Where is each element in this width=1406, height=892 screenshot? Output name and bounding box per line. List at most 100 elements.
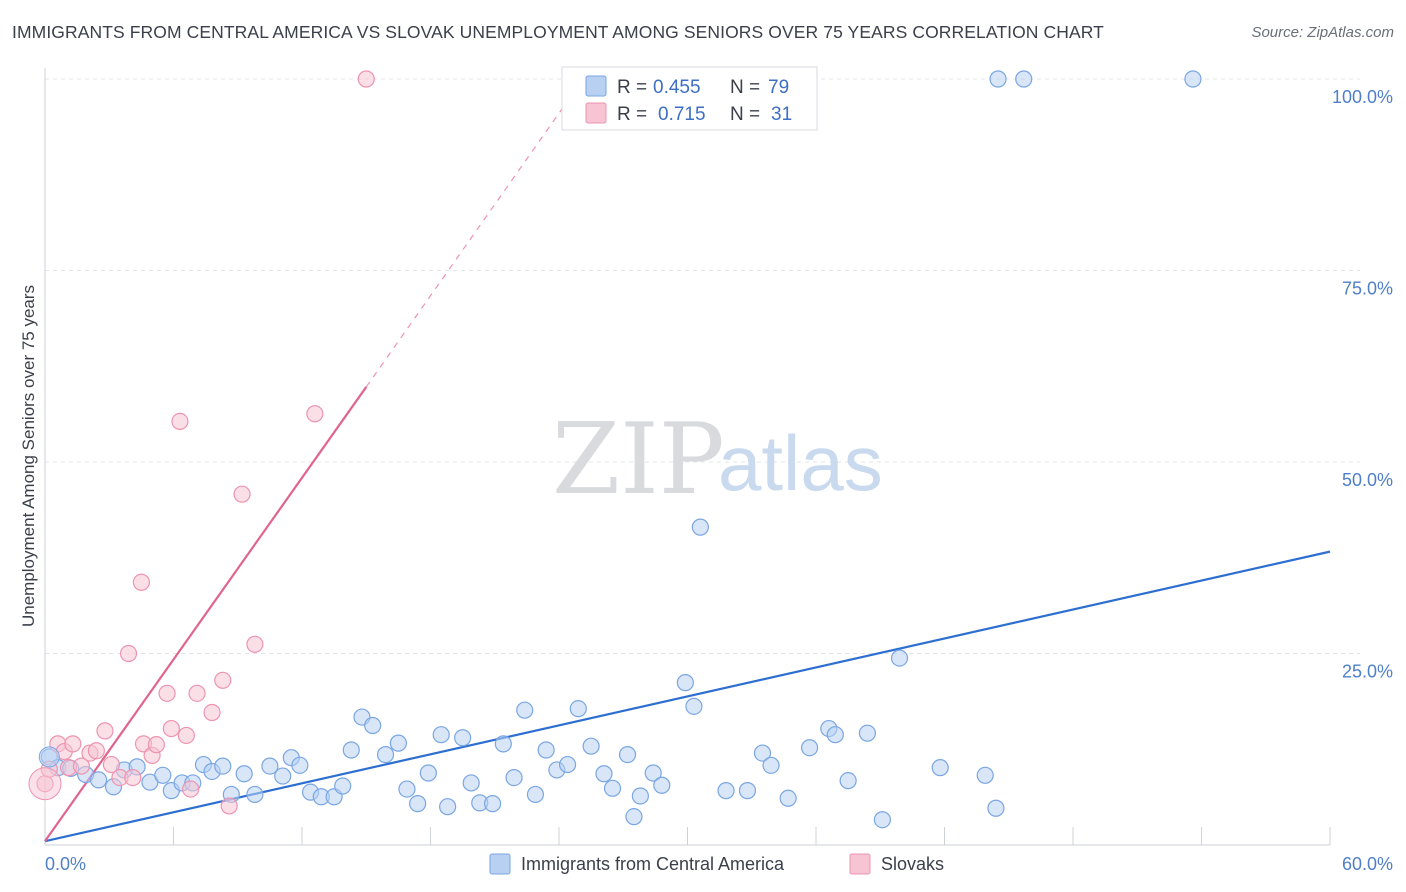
legend-r-label-pink: R = [617, 104, 647, 125]
point-blue [603, 779, 622, 797]
point-pink [188, 684, 206, 702]
point-pink [177, 726, 195, 745]
point-blue [516, 701, 534, 719]
point-pink [182, 780, 200, 798]
y-axis-label: Unemployment Among Seniors over 75 years [19, 285, 38, 627]
point-blue [214, 757, 232, 775]
point-blue [389, 734, 407, 752]
point-pink [357, 70, 375, 88]
point-blue [826, 726, 844, 744]
point-blue [738, 782, 757, 800]
point-blue [409, 795, 427, 813]
point-blue [839, 772, 857, 790]
point-blue [779, 789, 797, 807]
point-blue [569, 700, 587, 718]
point-pink [158, 684, 176, 702]
point-blue [334, 777, 352, 795]
y-tick-label: 75.0% [1342, 279, 1393, 299]
point-blue [595, 765, 613, 783]
legend-swatch-blue [585, 75, 607, 97]
point-blue [376, 746, 395, 764]
point-pink [102, 755, 120, 774]
point-blue [154, 766, 172, 784]
y-tick-label: 100.0% [1332, 87, 1393, 107]
legend-bottom-label-pink: Slovaks [881, 854, 944, 874]
point-blue [1184, 70, 1202, 88]
watermark: ZIP atlas [552, 403, 883, 517]
point-blue [291, 756, 309, 774]
point-blue [454, 729, 472, 747]
point-blue [644, 764, 662, 782]
point-blue [625, 808, 643, 826]
point-blue [462, 774, 480, 792]
point-blue [398, 780, 416, 798]
point-blue [858, 724, 877, 742]
point-blue [526, 785, 545, 804]
point-blue [753, 744, 772, 762]
point-pink [246, 635, 264, 653]
point-blue [274, 767, 292, 785]
point-blue [631, 787, 649, 805]
point-blue [800, 739, 819, 757]
point-blue [873, 811, 891, 829]
axes: 0.0% 60.0% [44, 68, 1393, 874]
point-blue [364, 716, 382, 735]
point-blue [618, 746, 637, 764]
point-pink [96, 722, 114, 740]
point-blue [261, 757, 279, 775]
point-pink [306, 405, 324, 423]
point-blue [691, 518, 709, 536]
legend-swatch-pink [585, 102, 607, 124]
point-pink [87, 742, 106, 760]
point-blue [505, 768, 523, 787]
grid-lines: 25.0% 50.0% 75.0% 100.0% [45, 78, 1393, 682]
point-blue [890, 649, 909, 667]
legend-r-value-pink: 0.715 [658, 104, 706, 125]
legend-bottom-swatch-pink [849, 853, 871, 875]
point-pink [72, 757, 91, 775]
trend-extension-pink [365, 82, 581, 388]
point-pink [162, 719, 180, 738]
point-blue [717, 782, 735, 800]
point-pink [214, 671, 232, 689]
point-blue [432, 726, 450, 744]
point-pink [233, 485, 251, 503]
legend-top: R = 0.455 N = 79 R = 0.715 N = 31 [561, 66, 818, 131]
trend-line-pink [44, 386, 368, 842]
point-pink [119, 644, 138, 663]
legend-bottom-swatch-blue [489, 853, 511, 875]
point-blue [989, 70, 1007, 88]
source-credit: Source: ZipAtlas.com [1251, 24, 1394, 41]
chart-title: IMMIGRANTS FROM CENTRAL AMERICA VS SLOVA… [12, 22, 1104, 42]
point-blue [976, 766, 994, 784]
point-blue [419, 764, 437, 782]
point-blue-large [38, 746, 60, 768]
point-blue [676, 674, 694, 692]
point-blue [484, 795, 502, 813]
y-tick-label: 25.0% [1342, 662, 1393, 682]
point-pink [220, 797, 238, 815]
x-tick-label-max: 60.0% [1342, 854, 1393, 874]
legend-bottom-label-blue: Immigrants from Central America [521, 854, 785, 874]
legend-n-value-blue: 79 [768, 77, 789, 98]
legend-n-value-pink: 31 [771, 104, 792, 125]
point-blue [685, 697, 703, 715]
point-blue [762, 756, 780, 774]
y-tick-label: 50.0% [1342, 470, 1393, 490]
legend-n-label-blue: N = [730, 77, 760, 98]
point-pink [64, 735, 82, 753]
legend-n-label-pink: N = [730, 104, 760, 125]
point-blue [235, 765, 253, 783]
legend-r-label-blue: R = [617, 77, 647, 98]
point-blue [558, 755, 577, 774]
point-pink [132, 573, 150, 591]
legend-bottom: Immigrants from Central America Slovaks [489, 853, 944, 875]
point-pink-large [28, 767, 62, 801]
point-blue [494, 735, 512, 753]
point-blue [246, 785, 264, 804]
point-pink [203, 703, 221, 722]
legend-r-value-blue: 0.455 [653, 77, 701, 98]
point-blue [439, 798, 457, 816]
point-blue [537, 741, 555, 759]
